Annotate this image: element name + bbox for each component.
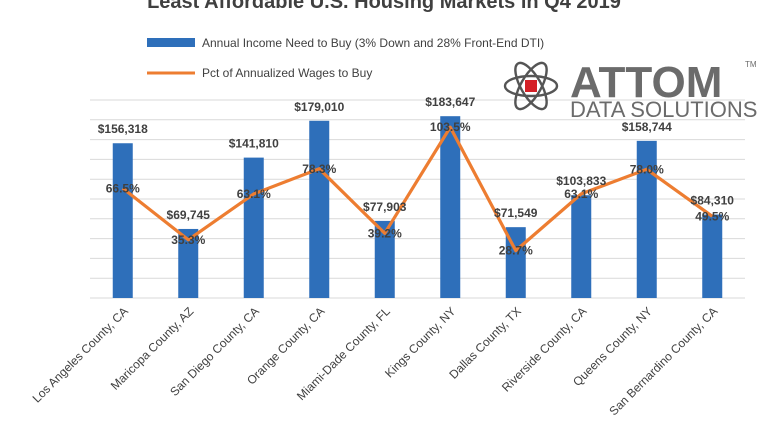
bar — [178, 228, 199, 298]
pct-value-label: 35.3% — [171, 233, 205, 247]
bar-value-label: $158,744 — [622, 120, 672, 134]
bar-value-label: $69,745 — [167, 208, 211, 222]
pct-value-label: 49.5% — [695, 209, 729, 223]
bar-value-label: $103,833 — [556, 174, 606, 188]
legend-label-income: Annual Income Need to Buy (3% Down and 2… — [202, 36, 544, 50]
line-series — [121, 125, 714, 253]
pct-labels: 66.5% 35.3% 63.1% 78.3% 39.2% 103.5% 28.7% 63.1… — [106, 120, 730, 257]
bar-value-label: $179,010 — [294, 100, 344, 114]
bar — [309, 120, 330, 299]
pct-value-label: 63.1% — [564, 187, 598, 201]
bar-labels: $156,318 $69,745 $141,810 $179,010 $77,903 $1… — [98, 95, 735, 222]
pct-line — [121, 125, 714, 253]
pct-value-label: 78.0% — [630, 162, 664, 176]
chart-title: Least Affordable U.S. Housing Markets in… — [147, 0, 621, 13]
x-tick-label: San Bernardino County, CA — [606, 304, 720, 418]
pct-value-label: 63.1% — [237, 187, 271, 201]
legend: Annual Income Need to Buy (3% Down and 2… — [147, 36, 544, 80]
atom-icon — [503, 61, 559, 111]
logo-subtitle: DATA SOLUTIONS — [570, 97, 757, 122]
bar — [243, 157, 264, 298]
legend-swatch-income — [147, 38, 195, 47]
pct-value-label: 78.3% — [302, 162, 336, 176]
pct-value-label: 39.2% — [368, 226, 402, 240]
attom-logo: ATTOM TM DATA SOLUTIONS — [503, 58, 757, 122]
legend-label-pct: Pct of Annualized Wages to Buy — [202, 66, 372, 80]
bar-value-label: $77,903 — [363, 200, 407, 214]
pct-value-label: 66.5% — [106, 181, 140, 195]
bar-value-label: $183,647 — [425, 95, 475, 109]
bar — [636, 140, 657, 298]
logo-name: ATTOM — [570, 58, 722, 107]
logo-tm: TM — [745, 60, 757, 69]
bar — [571, 195, 592, 298]
bar — [440, 116, 461, 298]
bar-value-label: $156,318 — [98, 122, 148, 136]
bar — [374, 220, 395, 298]
bar — [702, 214, 723, 298]
pct-value-label: 103.5% — [430, 120, 471, 134]
bar-value-label: $84,310 — [691, 194, 735, 208]
x-tick-label: Kings County, NY — [382, 304, 458, 380]
bar — [112, 143, 133, 298]
bar-value-label: $141,810 — [229, 137, 279, 151]
pct-value-label: 28.7% — [499, 244, 533, 258]
bar-value-label: $71,549 — [494, 206, 538, 220]
